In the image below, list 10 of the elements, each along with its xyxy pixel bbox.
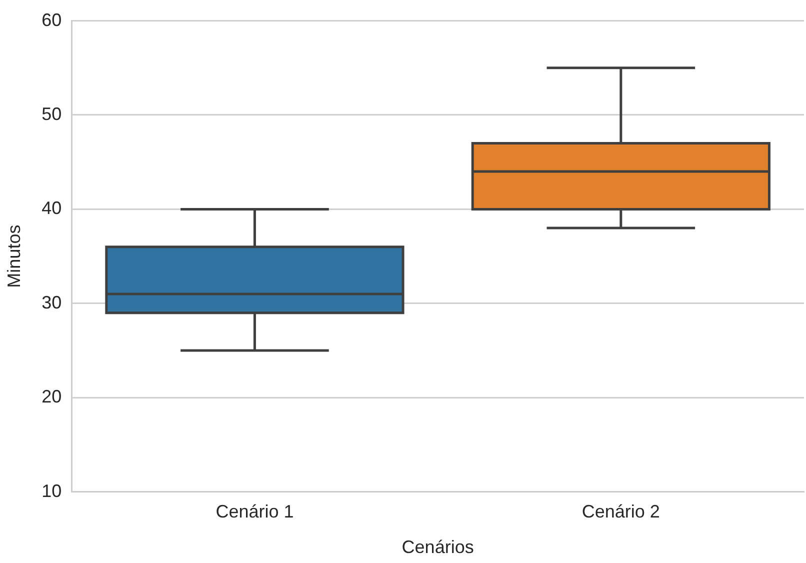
y-tick-label: 10 [42, 480, 62, 501]
y-tick-label: 60 [42, 10, 62, 30]
y-tick-label: 30 [42, 292, 62, 312]
y-axis-title: Minutos [4, 224, 24, 288]
x-tick-label: Cenário 2 [582, 502, 660, 522]
y-tick-label: 40 [42, 198, 62, 218]
y-tick-label: 50 [42, 104, 62, 124]
y-tick-label: 20 [42, 386, 62, 407]
x-tick-label: Cenário 1 [216, 502, 294, 522]
x-axis-title: Cenários [402, 537, 474, 558]
